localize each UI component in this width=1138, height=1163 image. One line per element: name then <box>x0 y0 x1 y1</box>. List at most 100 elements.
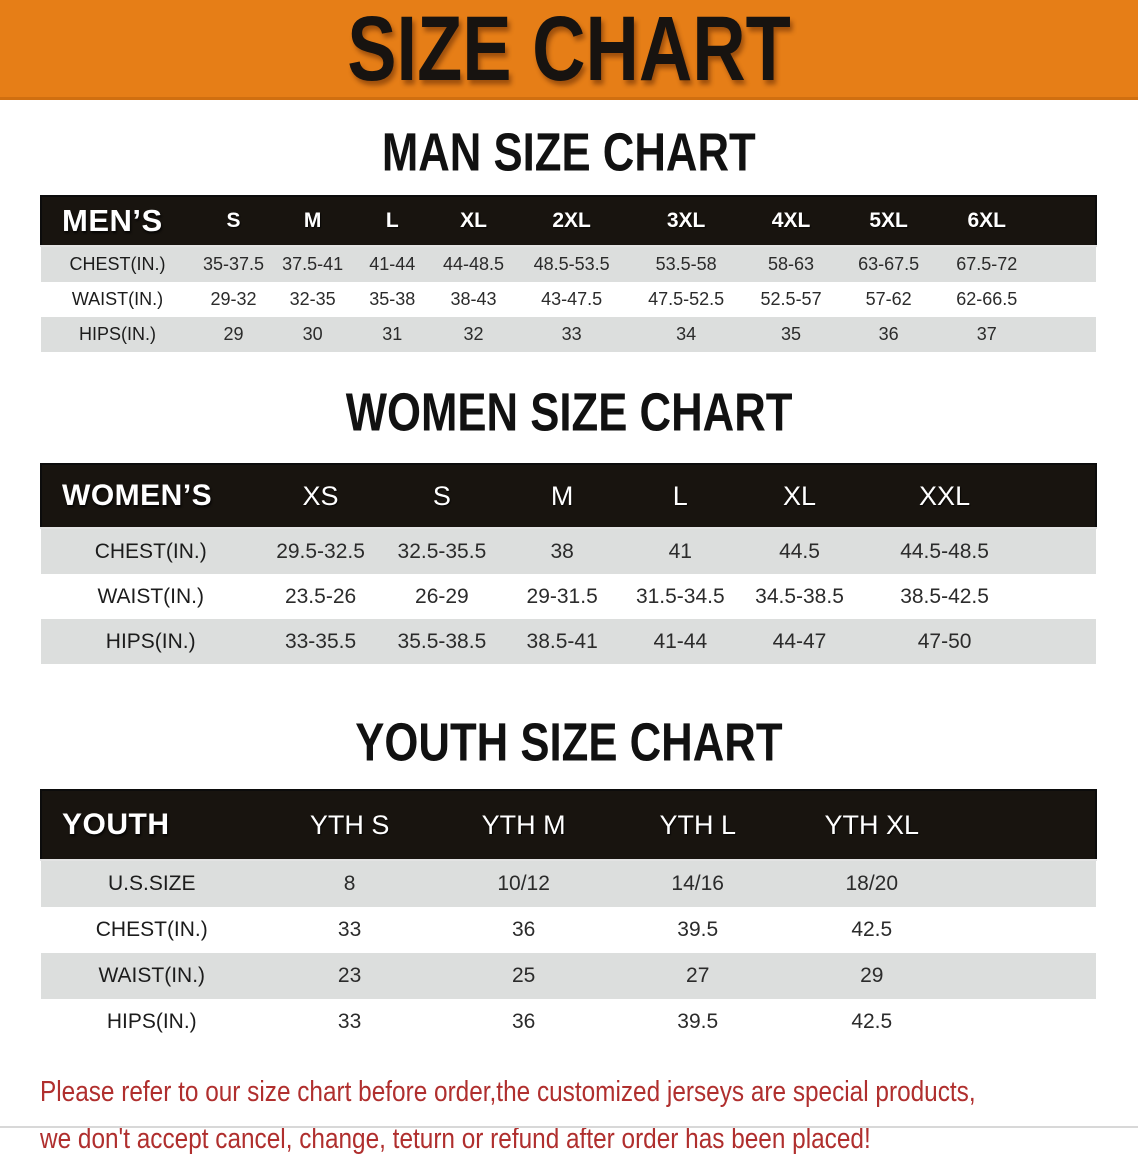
measurement-row: CHEST(IN.) 35-37.5 37.5-41 41-44 44-48.5 48.5… <box>41 246 1096 282</box>
order-policy-note: Please refer to our size chart before or… <box>40 1069 1138 1163</box>
size-value-cell: 14/16 <box>610 860 785 907</box>
size-column-header: 5XL <box>838 195 939 247</box>
measurement-row: HIPS(IN.) 33-35.5 35.5-38.5 38.5-41 41-44 44-… <box>41 619 1096 664</box>
measurement-row: HIPS(IN.) 29 30 31 32 33 34 35 36 37 <box>41 317 1096 352</box>
youth-size-table: YOUTH YTH S YTH M YTH L YTH XL U.S.SIZE 8 10/12… <box>40 789 1098 1045</box>
order-policy-line-2: we don't accept cancel, change, teturn o… <box>40 1123 871 1155</box>
size-value-cell: 32.5-35.5 <box>380 528 504 574</box>
size-value-cell: 27 <box>610 953 785 999</box>
size-value-cell: 29 <box>784 953 959 999</box>
size-value-cell: 41-44 <box>352 246 433 282</box>
size-value-cell: 62-66.5 <box>938 282 1035 317</box>
size-value-cell: 32 <box>432 317 515 352</box>
size-column-header: XL <box>739 463 860 529</box>
size-value-cell: 47-50 <box>859 619 1030 664</box>
measurement-row: HIPS(IN.) 33 36 39.5 42.5 <box>41 999 1096 1045</box>
size-value-cell: 29.5-32.5 <box>260 528 381 574</box>
spacer-cell <box>1029 574 1096 619</box>
table-category-label: WOMEN’S <box>39 463 261 529</box>
size-column-header: YTH S <box>262 789 437 861</box>
spacer-cell <box>1029 463 1097 529</box>
spacer-cell <box>1034 246 1096 282</box>
measurement-row-label: HIPS(IN.) <box>41 999 263 1045</box>
spacer-cell <box>1029 528 1096 574</box>
spacer-cell <box>1034 317 1096 352</box>
size-value-cell: 18/20 <box>784 860 959 907</box>
size-value-cell: 34.5-38.5 <box>739 574 860 619</box>
womens-size-table: WOMEN’S XS S M L XL XXL CHEST(IN.) 29.5-32.5 32.5… <box>39 463 1097 664</box>
measurement-row-label: CHEST(IN.) <box>41 246 194 282</box>
size-chart-banner: SIZE CHART <box>0 0 1138 100</box>
spacer-cell <box>1029 619 1096 664</box>
women-size-chart-heading: WOMEN SIZE CHART <box>0 382 1138 442</box>
size-column-header: M <box>273 195 353 247</box>
spacer-cell <box>958 860 1096 907</box>
table-header-bar: WOMEN’S XS S M L XL XXL <box>39 463 1097 529</box>
size-column-header: S <box>193 195 274 247</box>
size-value-cell: 26-29 <box>380 574 504 619</box>
size-value-cell: 47.5-52.5 <box>628 282 744 317</box>
man-size-chart-heading-text: MAN SIZE CHART <box>382 121 756 183</box>
measurement-row-label: WAIST(IN.) <box>41 282 194 317</box>
size-value-cell: 39.5 <box>610 999 785 1045</box>
measurement-row-label: CHEST(IN.) <box>41 907 263 953</box>
table-category-label: YOUTH <box>40 789 263 861</box>
size-value-cell: 30 <box>273 317 353 352</box>
size-column-header: 2XL <box>514 195 629 247</box>
size-value-cell: 52.5-57 <box>743 282 839 317</box>
size-value-cell: 58-63 <box>743 246 839 282</box>
table-category-label: MEN’S <box>40 195 194 247</box>
size-column-header: YTH XL <box>784 789 959 861</box>
size-value-cell: 38 <box>503 528 622 574</box>
size-column-header: L <box>352 195 433 247</box>
spacer-cell <box>958 953 1096 999</box>
size-value-cell: 35 <box>743 317 839 352</box>
measurement-row-label: U.S.SIZE <box>41 860 263 907</box>
size-value-cell: 31 <box>352 317 433 352</box>
measurement-row-label: HIPS(IN.) <box>41 619 261 664</box>
spacer-cell <box>958 907 1096 953</box>
size-value-cell: 38-43 <box>432 282 515 317</box>
size-value-cell: 38.5-41 <box>503 619 622 664</box>
size-value-cell: 53.5-58 <box>628 246 744 282</box>
size-value-cell: 44.5-48.5 <box>859 528 1030 574</box>
measurement-row: WAIST(IN.) 23 25 27 29 <box>41 953 1096 999</box>
size-value-cell: 42.5 <box>784 907 959 953</box>
size-column-header: XXL <box>859 463 1030 529</box>
size-value-cell: 44-47 <box>739 619 860 664</box>
measurement-row: CHEST(IN.) 29.5-32.5 32.5-35.5 38 41 44.5 44.5… <box>41 528 1096 574</box>
size-value-cell: 29 <box>193 317 274 352</box>
size-value-cell: 36 <box>838 317 939 352</box>
size-value-cell: 33 <box>262 907 437 953</box>
youth-size-chart-heading-text: YOUTH SIZE CHART <box>355 711 783 773</box>
order-policy-line-1: Please refer to our size chart before or… <box>40 1076 976 1108</box>
size-value-cell: 35-38 <box>352 282 433 317</box>
size-value-cell: 44-48.5 <box>432 246 515 282</box>
size-value-cell: 41-44 <box>621 619 740 664</box>
size-value-cell: 10/12 <box>436 860 611 907</box>
spacer-cell <box>958 789 1098 861</box>
size-value-cell: 48.5-53.5 <box>514 246 629 282</box>
size-value-cell: 67.5-72 <box>938 246 1035 282</box>
size-value-cell: 25 <box>436 953 611 999</box>
size-column-header: YTH L <box>610 789 785 861</box>
size-value-cell: 23.5-26 <box>260 574 381 619</box>
spacer-cell <box>1034 195 1098 247</box>
mens-size-table: MEN’S S M L XL 2XL 3XL 4XL 5XL 6XL CHEST(IN.) 35-37… <box>40 195 1098 352</box>
size-value-cell: 35-37.5 <box>193 246 274 282</box>
size-value-cell: 31.5-34.5 <box>621 574 740 619</box>
measurement-row: U.S.SIZE 8 10/12 14/16 18/20 <box>41 860 1096 907</box>
size-column-header: 4XL <box>743 195 839 247</box>
size-column-header: M <box>503 463 622 529</box>
size-value-cell: 57-62 <box>838 282 939 317</box>
size-value-cell: 36 <box>436 907 611 953</box>
table-header-bar: MEN’S S M L XL 2XL 3XL 4XL 5XL 6XL <box>40 195 1098 247</box>
size-column-header: YTH M <box>436 789 611 861</box>
measurement-row: WAIST(IN.) 23.5-26 26-29 29-31.5 31.5-34.5 34… <box>41 574 1096 619</box>
measurement-row-label: CHEST(IN.) <box>41 528 261 574</box>
size-value-cell: 36 <box>436 999 611 1045</box>
size-value-cell: 8 <box>262 860 437 907</box>
size-value-cell: 33 <box>514 317 629 352</box>
bottom-divider <box>0 1126 1138 1128</box>
banner-title: SIZE CHART <box>347 0 791 100</box>
